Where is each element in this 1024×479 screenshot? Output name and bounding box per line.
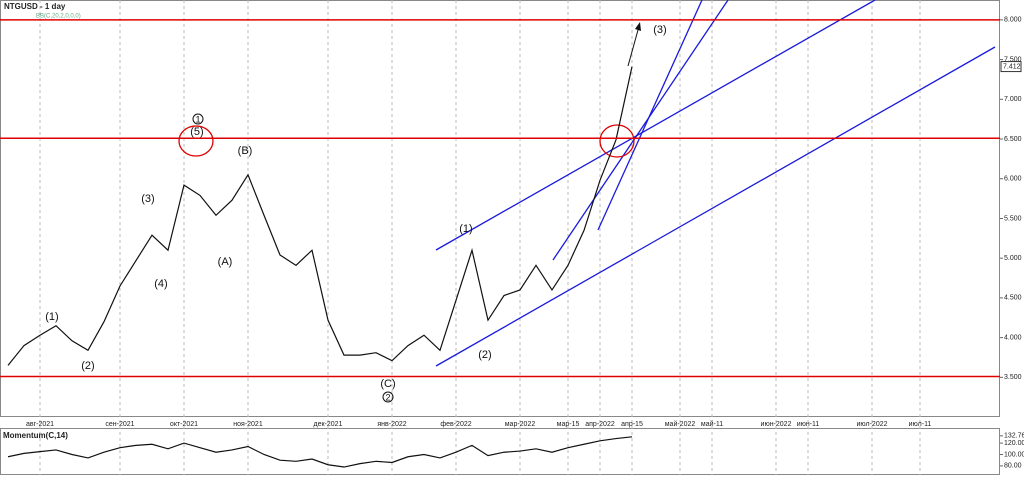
price-line [7,66,633,366]
y-tick-label: 4.500 [1004,295,1022,302]
circle-mark [192,113,204,125]
y-tick-label: 132.76 [1004,433,1024,440]
x-tick-label: янв-2022 [377,421,406,428]
channel-upper [435,0,876,251]
wave-label: (3) [653,24,666,36]
price-line [7,436,633,468]
x-tick-label: авг-2021 [26,421,54,428]
highlight-circle [599,124,635,158]
wave-label: (5) [190,126,203,138]
wave-label: 1 [195,114,200,124]
circle-mark [382,391,394,403]
wave-label: (B) [238,145,253,157]
y-tick-label: 120.00 [1004,440,1024,447]
wave-label: (2) [478,349,491,361]
x-tick-label: апр-15 [621,421,643,428]
wave-label: (A) [218,256,233,268]
x-tick-label: май-11 [701,420,723,428]
momentum-title: Momentum(C,14) [3,431,68,440]
x-tick-label: окт-2021 [170,421,198,428]
x-tick-label: июн-11 [797,421,820,428]
wave-label: (3) [141,193,154,205]
x-tick-label: апр-2022 [585,421,615,428]
y-tick-label: 8.000 [1004,17,1022,24]
y-tick-label: 5.500 [1004,215,1022,222]
steep-line [597,0,703,231]
main-frame [0,0,1000,417]
grid [39,0,921,475]
channel-lower [435,46,996,367]
highlight-circle [178,125,214,157]
x-tick-label: июл-2022 [857,421,888,428]
last-price-label: 7.412 [1003,63,1021,70]
wave-label: 2 [385,392,390,402]
y-tick-label: 4.000 [1004,334,1022,341]
y-tick-label: 100.00 [1004,451,1024,458]
last-price-box [1000,61,1022,73]
y-tick-label: 5.000 [1004,255,1022,262]
steep-line [552,0,729,261]
wave-label: (4) [154,278,167,290]
x-tick-label: июн-2022 [761,421,792,428]
x-tick-label: июл-11 [909,421,932,428]
wave-label: (2) [81,360,94,372]
y-tick-label: 7.000 [1004,96,1022,103]
x-tick-label: мар-2022 [505,421,536,428]
y-tick-label: 6.000 [1004,176,1022,183]
x-tick-label: ноя-2021 [233,421,263,428]
trend-lines [435,0,996,367]
chart-subtitle: BB(C,20,2,0,0,0) [36,14,81,20]
y-tick-label: 6.500 [1004,136,1022,143]
x-tick-label: дек-2021 [314,421,343,428]
momentum-frame [0,428,1000,475]
x-tick-label: сен-2021 [105,421,134,428]
wave-label: (1) [459,223,472,235]
wave-label: (1) [45,311,58,323]
y-tick-label: 3.500 [1004,374,1022,381]
x-tick-label: мар-15 [557,421,580,428]
wave-label: (C) [380,378,395,390]
x-tick-label: фев-2022 [440,421,471,428]
y-tick-label: 80.00 [1004,463,1022,470]
chart-title: NTGUSD - 1 day [4,2,66,11]
y-tick-label: 7.500 [1004,56,1022,63]
arrow-head [635,22,641,31]
x-tick-label: май-2022 [665,420,696,428]
arrow [627,29,639,67]
